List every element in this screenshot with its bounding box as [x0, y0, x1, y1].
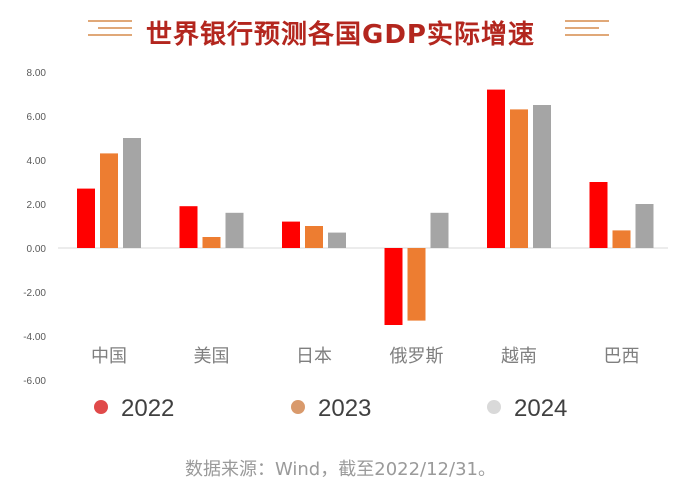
legend-label-2023: 2023 — [318, 395, 371, 422]
y-tick-label: 2.00 — [27, 200, 47, 211]
title-row: 世界银行预测各国GDP实际增速 — [0, 8, 681, 52]
bar-2024-3 — [430, 212, 449, 248]
x-tick-label: 俄罗斯 — [390, 346, 444, 367]
bar-2024-0 — [123, 138, 141, 248]
bars — [77, 89, 654, 325]
legend-marker-2022 — [94, 400, 108, 414]
x-tick-label: 日本 — [296, 346, 332, 367]
y-tick-label: -6.00 — [23, 376, 46, 387]
y-tick-label: -2.00 — [23, 288, 46, 299]
y-tick-label: -4.00 — [23, 332, 46, 343]
source-note: 数据来源：Wind，截至2022/12/31。 — [185, 459, 496, 480]
y-tick-label: 8.00 — [27, 68, 47, 79]
bar-2023-3 — [407, 248, 426, 321]
legend-label-2022: 2022 — [121, 395, 174, 422]
title-decoration-left — [88, 20, 132, 41]
bar-2023-1 — [202, 237, 221, 248]
x-axis-labels: 中国 美国 日本 俄罗斯 越南 巴西 — [91, 346, 640, 367]
x-tick-label: 巴西 — [604, 346, 640, 367]
bar-2023-0 — [100, 153, 118, 248]
bar-2022-3 — [384, 248, 403, 325]
legend: 2022 2023 2024 — [94, 395, 567, 422]
x-tick-label: 越南 — [501, 346, 537, 367]
legend-marker-2023 — [291, 400, 305, 414]
legend-marker-2024 — [487, 400, 501, 414]
bar-2022-2 — [282, 221, 300, 248]
bar-2022-5 — [589, 182, 608, 248]
x-tick-label: 中国 — [91, 346, 127, 367]
bar-2023-2 — [305, 226, 323, 248]
legend-label-2024: 2024 — [514, 395, 567, 422]
title-decoration-right — [565, 20, 609, 41]
y-tick-label: 4.00 — [27, 156, 47, 167]
x-tick-label: 美国 — [194, 346, 230, 367]
bar-2024-5 — [635, 204, 654, 248]
y-tick-label: 0.00 — [27, 244, 47, 255]
bar-2022-0 — [77, 188, 95, 248]
bar-2023-5 — [612, 230, 631, 248]
bar-2024-4 — [533, 105, 551, 248]
bar-2023-4 — [510, 109, 528, 249]
bar-2022-1 — [179, 206, 198, 248]
chart-title: 世界银行预测各国GDP实际增速 — [146, 20, 535, 50]
y-tick-label: 6.00 — [27, 112, 47, 123]
bar-2024-1 — [225, 212, 244, 248]
bar-2022-4 — [487, 89, 505, 248]
bar-2024-2 — [328, 232, 346, 248]
y-axis-ticks: 8.00 6.00 4.00 2.00 0.00 -2.00 -4.00 -6.00 — [23, 68, 46, 387]
